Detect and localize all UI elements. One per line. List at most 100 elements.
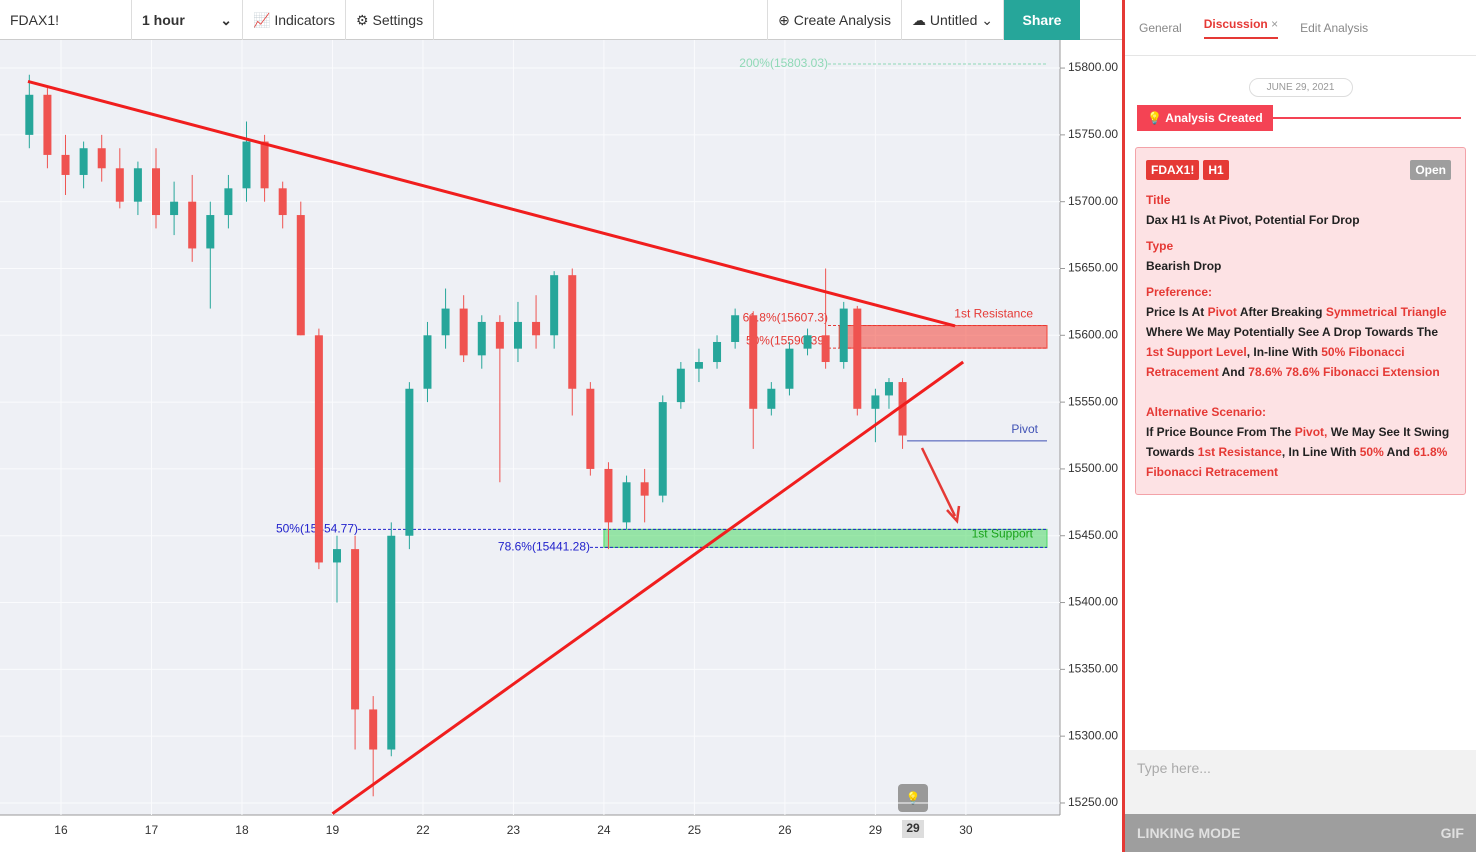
title: Dax H1 Is At Pivot, Potential For Drop	[1146, 213, 1360, 227]
candle-body	[296, 215, 305, 336]
x-tick-label: 23	[507, 823, 521, 837]
arrow-head	[946, 505, 961, 524]
candle-body	[242, 141, 251, 189]
candle-body	[767, 388, 776, 409]
candle-body	[351, 549, 360, 710]
text-segment: Pivot,	[1294, 425, 1328, 439]
crosshair-tag	[902, 820, 924, 838]
crosshair-label: 29	[906, 821, 920, 835]
text-segment: And	[1218, 365, 1249, 379]
tabs: General Discussion × Edit Analysis	[1125, 0, 1476, 56]
candle-body	[532, 321, 541, 336]
y-tick-label: 15450.00	[1068, 528, 1118, 542]
sidebar: General Discussion × Edit Analysis JUNE …	[1122, 0, 1476, 852]
tag: FDAX1!	[1146, 160, 1200, 180]
y-tick-label: 15400.00	[1068, 595, 1118, 609]
tab[interactable]: Discussion ×	[1203, 17, 1279, 39]
indicators[interactable]: 📈 Indicators	[243, 0, 347, 40]
candle-body	[568, 275, 577, 389]
y-tick-label: 15600.00	[1068, 327, 1118, 341]
candle-body	[839, 308, 848, 363]
candle-body	[513, 321, 522, 349]
text-segment: We May See It Swing Towards	[1146, 425, 1450, 459]
create-analysis[interactable]: ⊕ Create Analysis	[767, 0, 903, 40]
candle-body	[713, 341, 722, 363]
arrow	[920, 447, 957, 517]
settings[interactable]: ⚙ Settings	[346, 0, 435, 40]
text-segment: 50%	[1359, 445, 1384, 459]
fib-label: 78.6%(15441.28)	[498, 540, 590, 554]
candle-body	[332, 549, 341, 563]
idea-button[interactable]	[898, 784, 928, 812]
zone	[838, 325, 1048, 349]
text-segment: 50% Fibonacci Retracement	[1146, 345, 1405, 379]
symbol[interactable]: FDAX1!	[0, 0, 132, 40]
candle-body	[170, 201, 179, 216]
status: Open	[1410, 160, 1451, 180]
candle-body	[640, 482, 649, 496]
candle-body	[694, 362, 703, 369]
x-tick-label: 16	[54, 823, 68, 837]
y-tick-label: 15750.00	[1068, 127, 1118, 141]
zone-label: 1st Resistance	[954, 307, 1033, 321]
candle-body	[133, 168, 142, 202]
candle-body	[188, 201, 197, 249]
text-segment: 1st Support Level	[1146, 345, 1247, 359]
candle-body	[550, 275, 559, 336]
footer: LINKING MODE GIF	[1125, 814, 1476, 852]
candle-body	[405, 388, 414, 536]
layout[interactable]: ☁ Untitled ⌄	[902, 0, 1004, 40]
candle-body	[871, 395, 880, 409]
message-input[interactable]: Type here...	[1125, 750, 1476, 814]
date: JUNE 29, 2021	[1248, 78, 1353, 97]
x-tick-label: 24	[597, 823, 611, 837]
paragraph: Price Is At Pivot After Breaking Symmetr…	[1146, 302, 1455, 382]
candle-body	[477, 321, 486, 356]
tab[interactable]: Edit Analysis	[1300, 20, 1369, 35]
x-tick-label: 25	[688, 823, 702, 837]
candle-body	[61, 154, 70, 175]
text-segment: Pivot	[1207, 305, 1237, 319]
text-segment: Where We May Potentially See A Drop Towa…	[1146, 325, 1439, 339]
share[interactable]: Share	[1004, 0, 1080, 40]
plot-bg	[0, 40, 1060, 815]
y-tick-label: 15700.00	[1068, 194, 1118, 208]
linking-mode[interactable]: LINKING MODE	[1137, 825, 1241, 841]
y-tick-label: 15650.00	[1068, 261, 1118, 275]
candle-body	[278, 188, 287, 216]
fib-label: 61.8%(15607.3)	[743, 311, 828, 325]
label: Type	[1146, 239, 1174, 253]
zone-label: 1st Support	[972, 527, 1034, 541]
candle-body	[79, 148, 88, 175]
label: Alternative Scenario:	[1146, 405, 1267, 419]
candle-body	[898, 382, 907, 436]
event-text: Analysis Created	[1165, 111, 1263, 125]
y-tick-label: 15350.00	[1068, 662, 1118, 676]
tab[interactable]: General	[1139, 20, 1182, 35]
x-tick-label: 22	[416, 823, 430, 837]
candle-body	[586, 388, 595, 469]
text-segment: Price Is At	[1146, 305, 1208, 319]
candle-body	[369, 709, 378, 750]
candle-body	[658, 402, 667, 496]
interval[interactable]: 1 hour ⌄	[132, 0, 243, 40]
candle-body	[152, 168, 161, 216]
trendline	[331, 360, 965, 815]
tag: H1	[1203, 160, 1229, 180]
text-segment: , In-line With	[1246, 345, 1322, 359]
pivot-label: Pivot	[1011, 422, 1038, 436]
y-tick-label: 15250.00	[1068, 795, 1118, 809]
text-segment: 61.8% Fibonacci Retracement	[1146, 445, 1448, 479]
candle-body	[115, 168, 124, 202]
analysis-card: FDAX1! H1 Open Title Dax H1 Is At Pivot, P…	[1135, 147, 1466, 495]
candle-body	[749, 315, 758, 409]
candle-body	[884, 382, 893, 396]
y-tick-label: 15550.00	[1068, 394, 1118, 408]
gif[interactable]: GIF	[1440, 825, 1464, 841]
x-tick-label: 18	[235, 823, 249, 837]
candle-body	[622, 482, 631, 523]
layout-text: Untitled	[929, 12, 978, 28]
candle-body	[731, 315, 740, 342]
x-tick-label: 26	[778, 823, 792, 837]
